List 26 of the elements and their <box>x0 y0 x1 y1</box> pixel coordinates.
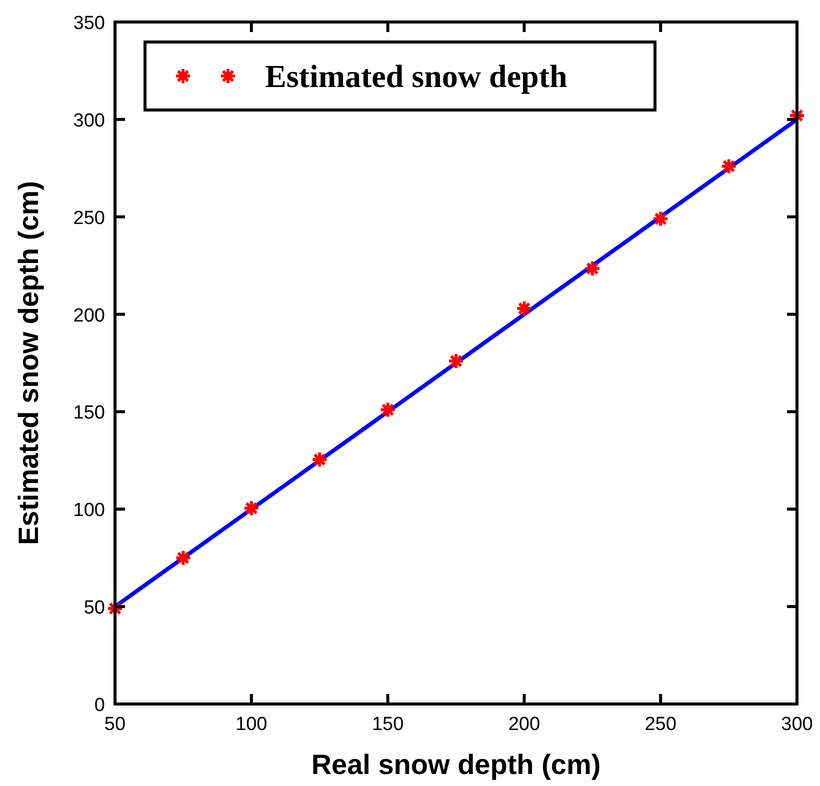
point <box>516 300 533 317</box>
point <box>448 352 464 370</box>
point <box>174 549 192 566</box>
point <box>379 401 396 418</box>
x-tick-label: 50 <box>104 714 126 735</box>
y-tick-label: 50 <box>84 598 105 619</box>
x-axis-title: Real snow depth (cm) <box>311 749 601 780</box>
x-tick-label: 200 <box>508 714 540 735</box>
point <box>720 158 738 175</box>
x-tick-label: 250 <box>644 714 676 735</box>
point <box>242 500 260 517</box>
x-tick-label: 100 <box>236 714 268 735</box>
y-tick-label: 100 <box>73 500 105 522</box>
y-tick-label: 250 <box>73 208 105 229</box>
y-tick-label: 150 <box>73 402 105 424</box>
y-tick-label: 350 <box>73 13 105 34</box>
y-tick-label: 200 <box>73 305 105 326</box>
point <box>584 260 601 277</box>
point <box>652 210 670 228</box>
y-tick-label: 0 <box>94 695 105 716</box>
x-tick-label: 150 <box>372 714 404 735</box>
point <box>311 450 328 468</box>
y-axis-title: Estimated snow depth (cm) <box>13 180 44 546</box>
x-tick-label: 300 <box>781 714 813 735</box>
legend-label: Estimated snow depth <box>265 58 568 94</box>
y-tick-label: 300 <box>73 110 105 132</box>
